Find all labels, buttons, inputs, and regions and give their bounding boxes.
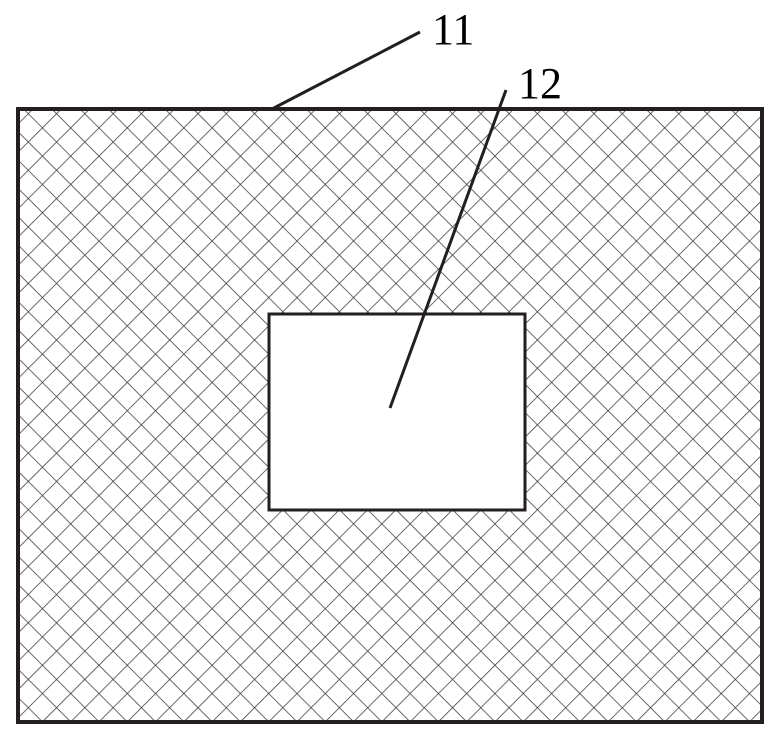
callout-label-12: 12 (518, 62, 562, 106)
inner-region (269, 314, 525, 510)
leader-line-11 (272, 32, 420, 109)
figure-canvas: 11 12 (0, 0, 779, 738)
callout-label-11: 11 (432, 8, 474, 52)
diagram-svg (0, 0, 779, 738)
